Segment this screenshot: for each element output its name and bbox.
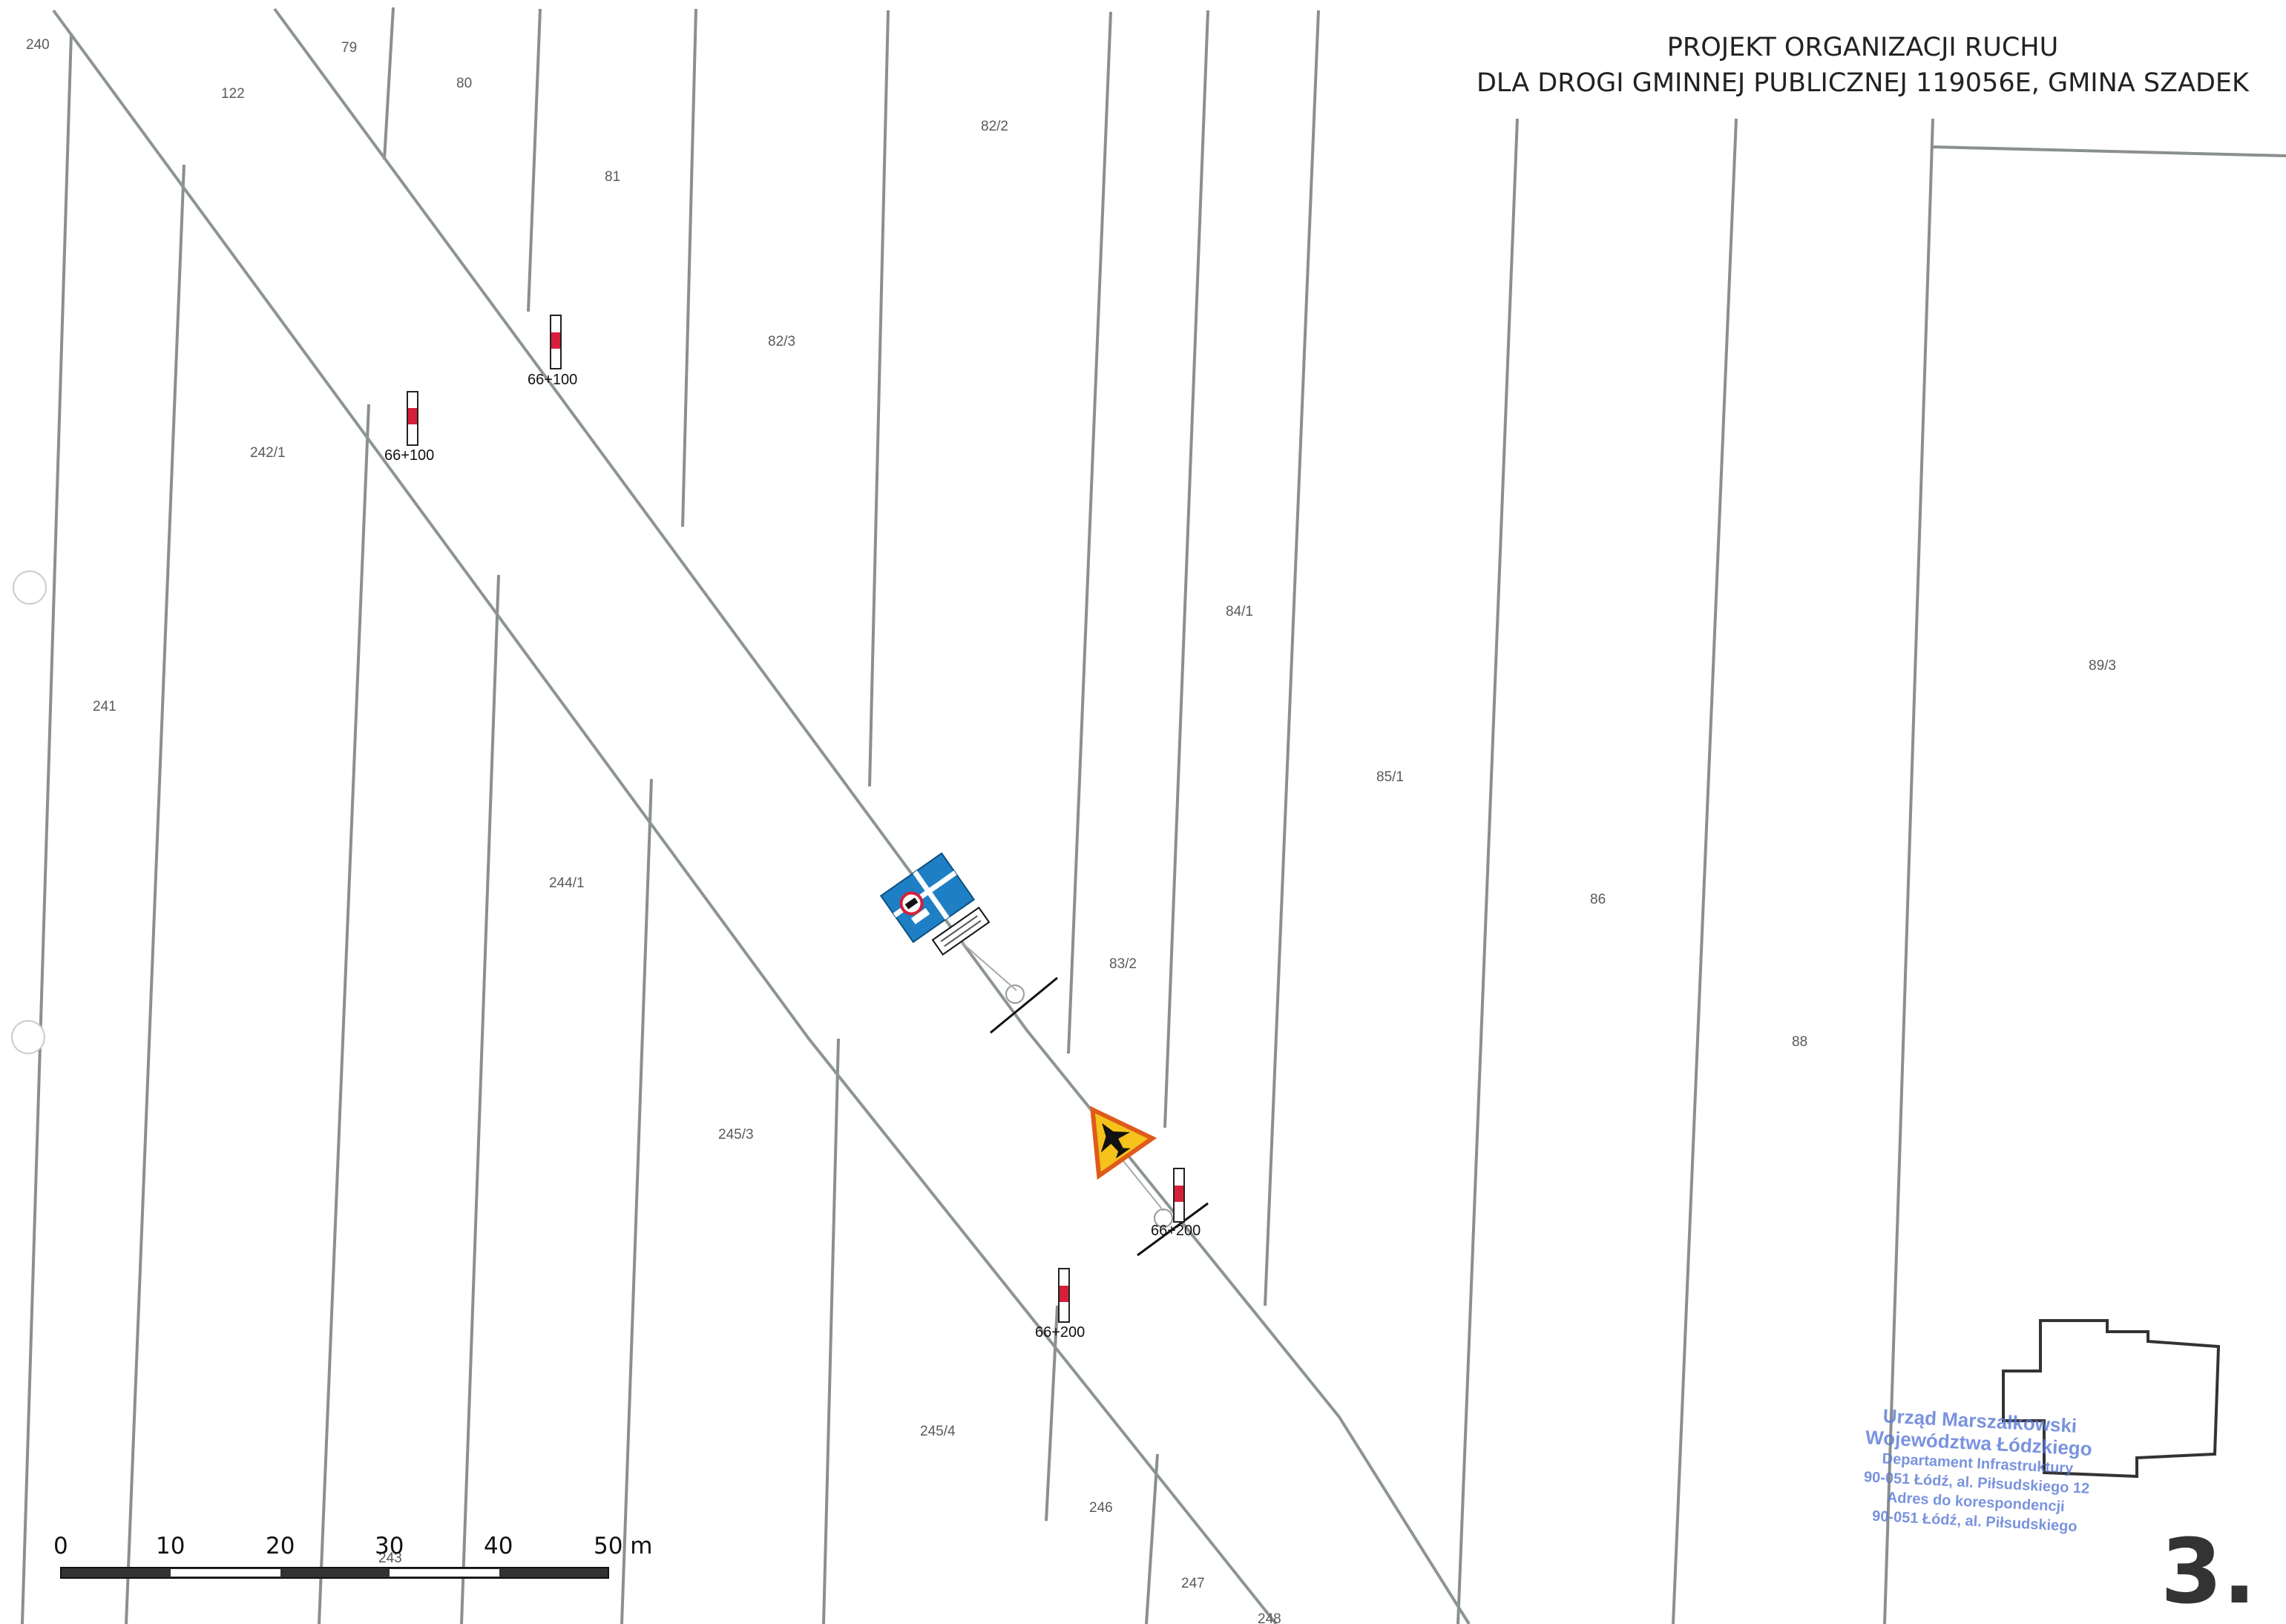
scale-bar: 0 10 20 30 40 50 m	[53, 1533, 653, 1579]
parcel-label: 83/2	[1109, 956, 1137, 972]
chainage-post: 66+100	[384, 391, 434, 464]
drawing-title: PROJEKT ORGANIZACJI RUCHU DLA DROGI GMIN…	[1477, 30, 2249, 101]
parcel-boundaries	[21, 7, 2286, 1624]
chainage-post: 66+200	[1035, 1268, 1085, 1341]
parcel-label: 89/3	[2089, 658, 2116, 674]
building-outline	[2002, 1319, 2221, 1479]
office-stamp: Urząd Marszałkowski Województwa Łódzkieg…	[1852, 1403, 2103, 1537]
parcel-label: 88	[1792, 1034, 1807, 1050]
parcel-label: 85/1	[1376, 769, 1404, 785]
parcel-label: 84/1	[1226, 604, 1253, 619]
aircraft-warning-sign-icon	[1089, 1105, 1157, 1180]
scale-tick-label: 50 m	[594, 1533, 653, 1559]
parcel-label: 80	[456, 76, 472, 91]
chainage-label: 66+200	[1151, 1223, 1201, 1239]
chainage-post: 66+100	[528, 315, 577, 388]
parcel-label: 82/3	[768, 334, 795, 349]
chainage-label: 66+100	[528, 372, 577, 388]
scale-tick-label: 40	[484, 1533, 513, 1559]
scale-tick-label: 10	[156, 1533, 185, 1559]
parcel-label: 243	[378, 1551, 402, 1566]
scale-tick-label: 30	[375, 1533, 404, 1559]
road-information-sign-icon	[879, 852, 976, 944]
title-line: PROJEKT ORGANIZACJI RUCHU	[1666, 33, 2059, 62]
sheet-number: 3.	[2160, 1521, 2256, 1624]
parcel-label: 122	[221, 86, 245, 102]
punch-hole	[13, 571, 47, 605]
chainage-label: 66+100	[384, 447, 434, 464]
parcel-label: 245/4	[920, 1424, 956, 1439]
parcel-label: 246	[1089, 1500, 1113, 1516]
road-corridor	[52, 7, 1471, 1624]
parcel-label: 79	[341, 40, 357, 56]
parcel-label: 241	[93, 699, 116, 714]
title-line: DLA DROGI GMINNEJ PUBLICZNEJ 119056E, GM…	[1476, 68, 2249, 98]
parcel-label: 82/2	[981, 119, 1008, 134]
chainage-post: 66+200	[1151, 1168, 1201, 1239]
supplementary-plate	[931, 906, 991, 956]
parcel-label: 240	[26, 37, 50, 53]
parcel-label: 248	[1258, 1611, 1281, 1624]
parcel-label: 245/3	[718, 1127, 754, 1143]
parcel-labels: 240 79 122 80 81 82/2 82/3 242/1 84/1 89…	[26, 37, 2116, 1624]
scale-tick-label: 0	[53, 1533, 68, 1559]
chainage-label: 66+200	[1035, 1324, 1085, 1341]
scale-tick-label: 20	[266, 1533, 295, 1559]
parcel-label: 81	[605, 169, 620, 185]
cross-sections	[956, 938, 1209, 1257]
parcel-label: 247	[1181, 1576, 1205, 1591]
punch-hole	[11, 1020, 45, 1054]
parcel-label: 242/1	[250, 445, 286, 461]
parcel-label: 86	[1590, 892, 1606, 907]
parcel-label: 244/1	[549, 875, 585, 891]
